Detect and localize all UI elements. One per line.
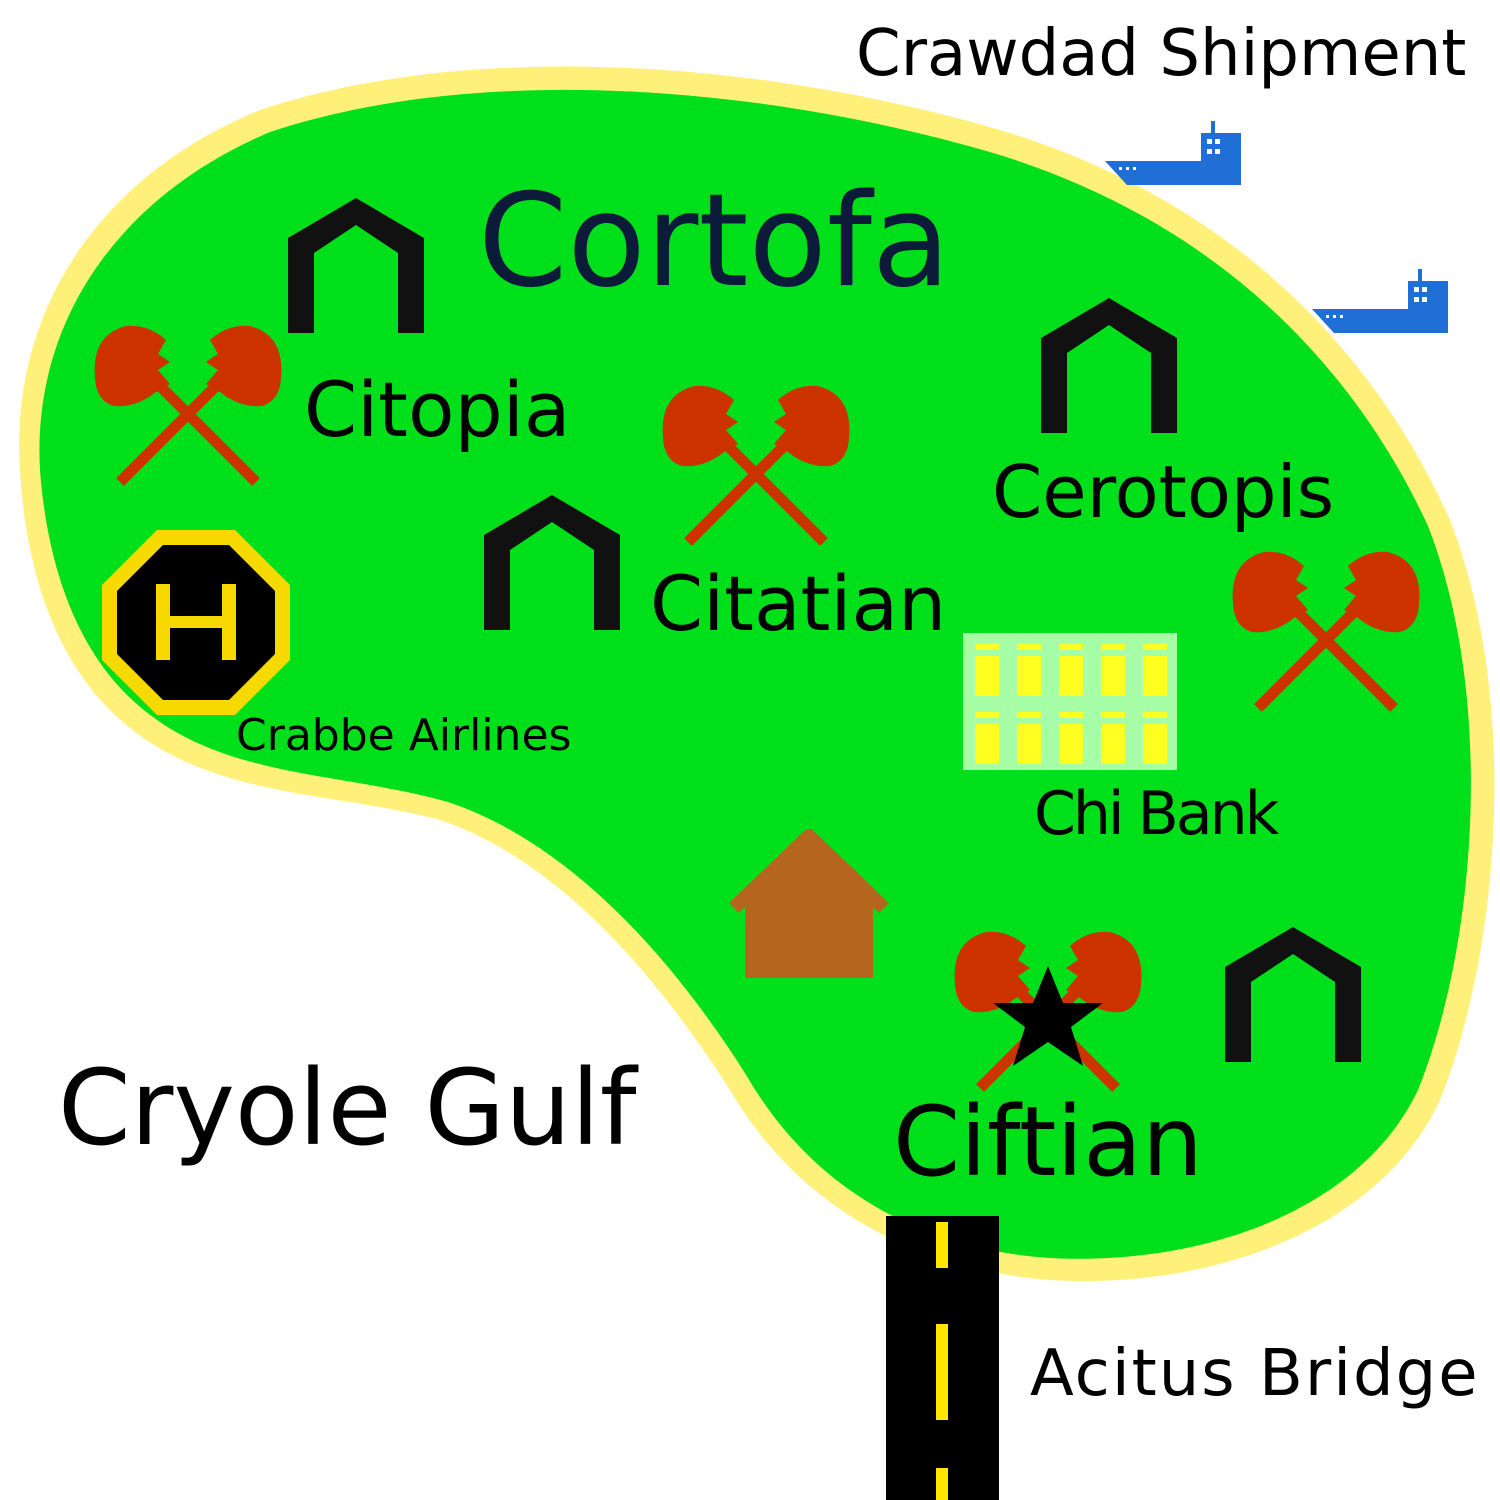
helipad-icon[interactable]	[102, 530, 290, 715]
bank-window	[1059, 644, 1083, 650]
gulf-label: Cryole Gulf	[58, 1047, 637, 1169]
bridge-label: Acitus Bridge	[1030, 1337, 1480, 1411]
bank-window	[1059, 656, 1083, 696]
bank-window	[1017, 656, 1041, 696]
city-label-citatian: Citatian	[650, 559, 947, 648]
bank-window	[1143, 724, 1167, 764]
ship-icon-2[interactable]	[1312, 269, 1448, 333]
bank-window	[1143, 656, 1167, 696]
city-label-cerotopis: Cerotopis	[992, 450, 1335, 534]
city-label-citopia: Citopia	[304, 365, 571, 454]
star-icon	[993, 966, 1103, 1066]
bank-window	[1143, 712, 1167, 718]
bank-window	[1017, 712, 1041, 718]
bank-window	[1101, 712, 1125, 718]
bank-window	[1101, 656, 1125, 696]
bank-window	[1101, 644, 1125, 650]
airport-label: Crabbe Airlines	[236, 710, 572, 761]
bank-window	[1143, 644, 1167, 650]
bank-window	[975, 656, 999, 696]
bank-building-icon[interactable]	[963, 633, 1177, 770]
bank-window	[1017, 724, 1041, 764]
bank-window	[975, 712, 999, 718]
bank-window	[975, 724, 999, 764]
bank-window	[1101, 724, 1125, 764]
house-icon[interactable]	[729, 829, 889, 978]
bridge-road	[886, 1216, 999, 1500]
bank-window	[1059, 712, 1083, 718]
bank-window	[975, 644, 999, 650]
bank-label: Chi Bank	[1034, 779, 1279, 849]
capital-label-cortofa: Cortofa	[478, 167, 951, 316]
shipment-label: Crawdad Shipment	[856, 17, 1467, 91]
ship-icon-1[interactable]	[1105, 121, 1241, 185]
bank-window	[1059, 724, 1083, 764]
bank-window	[1017, 644, 1041, 650]
city-label-ciftian: Ciftian	[893, 1086, 1203, 1198]
